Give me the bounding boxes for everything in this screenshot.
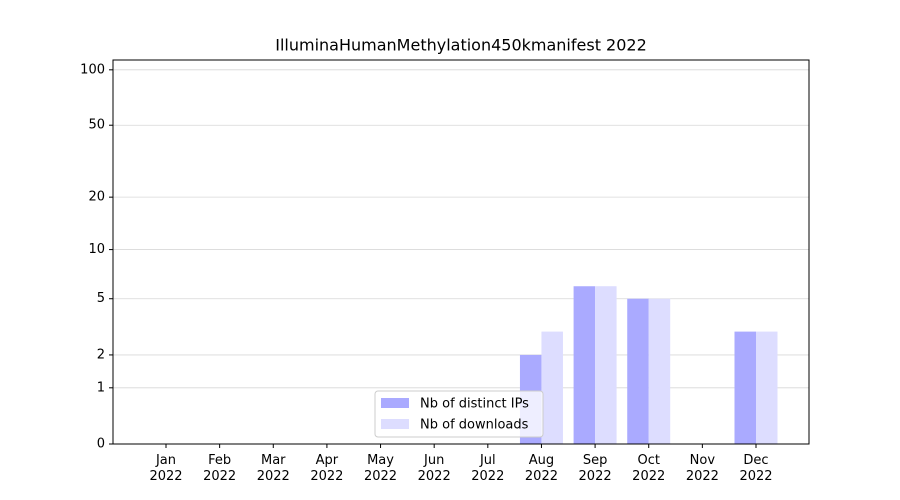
x-tick-label: Aug 2022 (524, 453, 558, 484)
y-tick-label: 1 (97, 380, 105, 395)
legend-swatch (381, 419, 409, 429)
bar (541, 331, 563, 444)
bar (734, 331, 756, 444)
x-tick-label: Mar 2022 (256, 453, 290, 484)
x-tick-label: Sep 2022 (578, 453, 612, 484)
y-tick-label: 5 (97, 291, 105, 306)
x-tick-label: Jun 2022 (417, 453, 451, 484)
x-tick-label: Nov 2022 (685, 453, 719, 484)
chart-title: IlluminaHumanMethylation450kmanifest 202… (275, 36, 647, 55)
legend-label: Nb of distinct IPs (420, 397, 529, 412)
x-tick-label: Jan 2022 (149, 453, 183, 484)
y-tick-label: 2 (97, 347, 105, 362)
x-tick-label: Dec 2022 (739, 453, 773, 484)
y-tick-label: 100 (80, 62, 105, 77)
legend-box (374, 390, 544, 438)
y-tick-label: 0 (97, 437, 105, 452)
bar (627, 298, 649, 444)
x-tick-label: Feb 2022 (203, 453, 237, 484)
y-tick-label: 10 (88, 242, 105, 257)
x-tick-label: May 2022 (363, 453, 398, 484)
x-tick-label: Apr 2022 (310, 453, 344, 484)
bar (573, 286, 596, 444)
bar (648, 298, 671, 444)
y-tick-label: 50 (88, 118, 105, 133)
legend-label: Nb of downloads (420, 418, 529, 433)
y-tick-label: 20 (88, 190, 105, 205)
x-tick-label: Jul 2022 (471, 453, 505, 484)
plot-frame (112, 59, 810, 445)
bar (595, 286, 617, 444)
legend-swatch (381, 398, 409, 408)
legend: Nb of distinct IPs Nb of downloads (374, 390, 544, 438)
bar (756, 331, 778, 444)
x-tick-label: Oct 2022 (632, 453, 666, 484)
